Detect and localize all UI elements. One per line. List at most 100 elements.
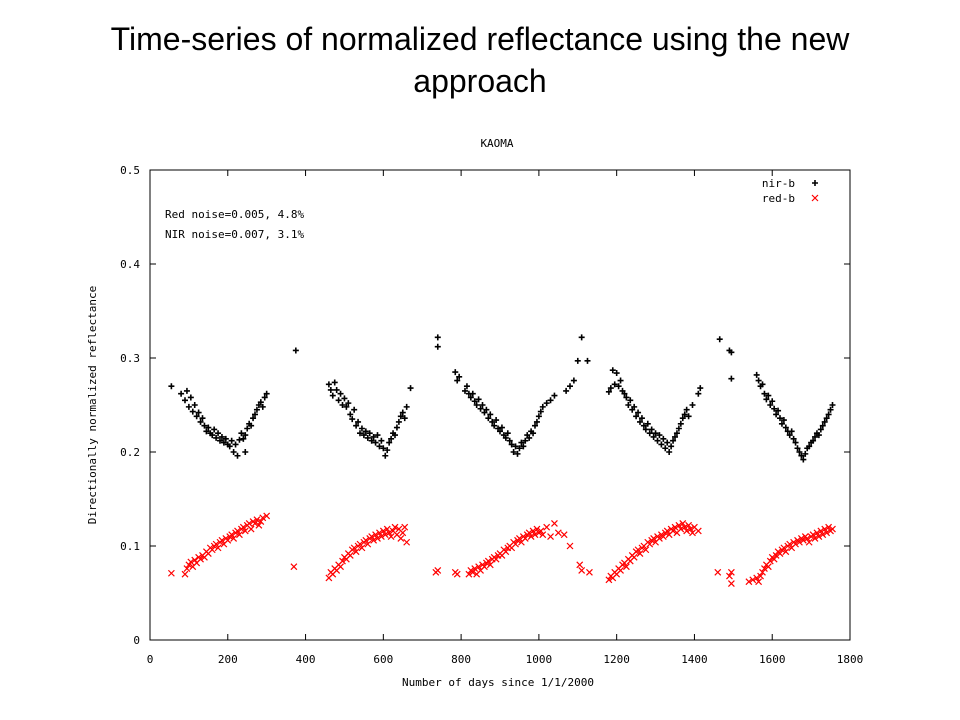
nir-b-point [806, 443, 813, 450]
red-b-point [679, 520, 687, 527]
nir-b-point [292, 347, 299, 354]
nir-b-point [821, 418, 828, 425]
slide-title-line-1: Time-series of normalized reflectance us… [110, 21, 850, 57]
nir-b-point [825, 411, 832, 418]
red-b-point [403, 538, 411, 546]
nir-b-point [364, 434, 371, 441]
x-axis-label: Number of days since 1/1/2000 [402, 676, 594, 689]
nir-b-point [250, 415, 257, 422]
nir-b-point [182, 397, 188, 404]
red-b-point [208, 546, 216, 554]
nir-b-point [360, 432, 367, 439]
red-b-point [339, 557, 346, 565]
nir-b-point [337, 390, 344, 397]
nir-b-point [637, 418, 643, 425]
nir-b-point [815, 432, 822, 439]
nir-b-point [497, 428, 503, 435]
nir-b-point [178, 390, 185, 397]
nir-b-point [203, 428, 210, 435]
nir-b-point [487, 411, 494, 418]
red-b-point [605, 576, 613, 584]
red-b-point [253, 516, 261, 524]
red-b-point [817, 527, 825, 535]
nir-b-point [543, 400, 550, 407]
nir-b-point [504, 430, 511, 437]
red-b-point [539, 531, 547, 539]
red-b-point [677, 525, 685, 533]
red-b-point [475, 563, 483, 571]
nir-b-point [401, 415, 408, 422]
red-b-point [745, 578, 753, 586]
nir-b-point [454, 377, 461, 384]
nir-b-point [829, 402, 836, 408]
red-b-point [825, 523, 833, 531]
nir-b-point [358, 425, 365, 432]
red-b-point [197, 555, 204, 563]
nir-b-point [654, 437, 661, 444]
nir-b-point [347, 411, 354, 418]
red-b-point [247, 525, 255, 533]
red-b-point [257, 518, 265, 525]
red-b-point [471, 565, 479, 572]
nir-b-point [716, 336, 723, 343]
red-b-point [683, 527, 691, 535]
red-b-point [370, 536, 378, 544]
red-b-point [749, 576, 757, 584]
red-b-point [811, 535, 819, 542]
red-b-point [792, 540, 799, 548]
nir-b-point [378, 437, 385, 444]
nir-b-point [819, 422, 826, 429]
red-b-point [576, 561, 584, 569]
nir-b-point [462, 387, 468, 394]
nir-b-point [386, 439, 393, 446]
nir-b-point [642, 426, 649, 433]
nir-b-point [800, 456, 807, 463]
red-b-point [642, 546, 650, 554]
nir-b-point [640, 422, 647, 429]
red-b-point [239, 523, 247, 531]
red-b-point [757, 572, 764, 580]
x-tick-label: 1400 [681, 653, 708, 666]
nir-b-point [533, 418, 540, 425]
red-b-point [368, 533, 376, 541]
red-b-point [646, 540, 654, 548]
red-b-point [650, 535, 658, 542]
nir-b-point [697, 385, 704, 392]
red-b-point [659, 533, 667, 541]
nir-b-point [658, 441, 665, 448]
red-b-point [803, 535, 811, 542]
red-b-point [376, 529, 383, 537]
nir-b-point [679, 415, 686, 422]
nir-b-point [380, 445, 387, 452]
slide-title-line-2: approach [413, 63, 547, 99]
red-b-point [234, 527, 241, 535]
nir-b-point [823, 415, 830, 422]
nir-b-point [211, 426, 218, 433]
nir-b-point [331, 379, 338, 386]
nir-b-point [782, 424, 789, 431]
red-b-point [617, 567, 624, 574]
nir-b-point [355, 418, 362, 425]
nir-b-point [631, 403, 638, 410]
nir-b-point [539, 403, 546, 410]
red-b-point [362, 536, 370, 544]
nir-b-point [535, 413, 542, 420]
nir-b-point [372, 439, 379, 446]
annotation-red-noise: Red noise=0.005, 4.8% [165, 208, 304, 221]
nir-b-point [673, 430, 680, 437]
red-b-point [224, 536, 232, 544]
nir-b-point [780, 417, 787, 424]
nir-b-point [790, 435, 797, 442]
nir-b-point [633, 413, 640, 420]
red-b-point [453, 570, 461, 578]
chart-title: KAOMA [480, 137, 513, 150]
nir-b-point [753, 371, 760, 378]
axis-ticks: 0 200 400 600 800 1000 1200 1400 1600 1800 0 0.1 0.2… [120, 164, 863, 666]
red-b-point [689, 529, 696, 537]
red-b-point [399, 529, 407, 537]
red-b-point [492, 555, 500, 563]
nir-b-point [685, 413, 692, 420]
red-b-point [726, 572, 733, 580]
nir-b-point [374, 432, 381, 439]
red-b-point [379, 527, 387, 535]
